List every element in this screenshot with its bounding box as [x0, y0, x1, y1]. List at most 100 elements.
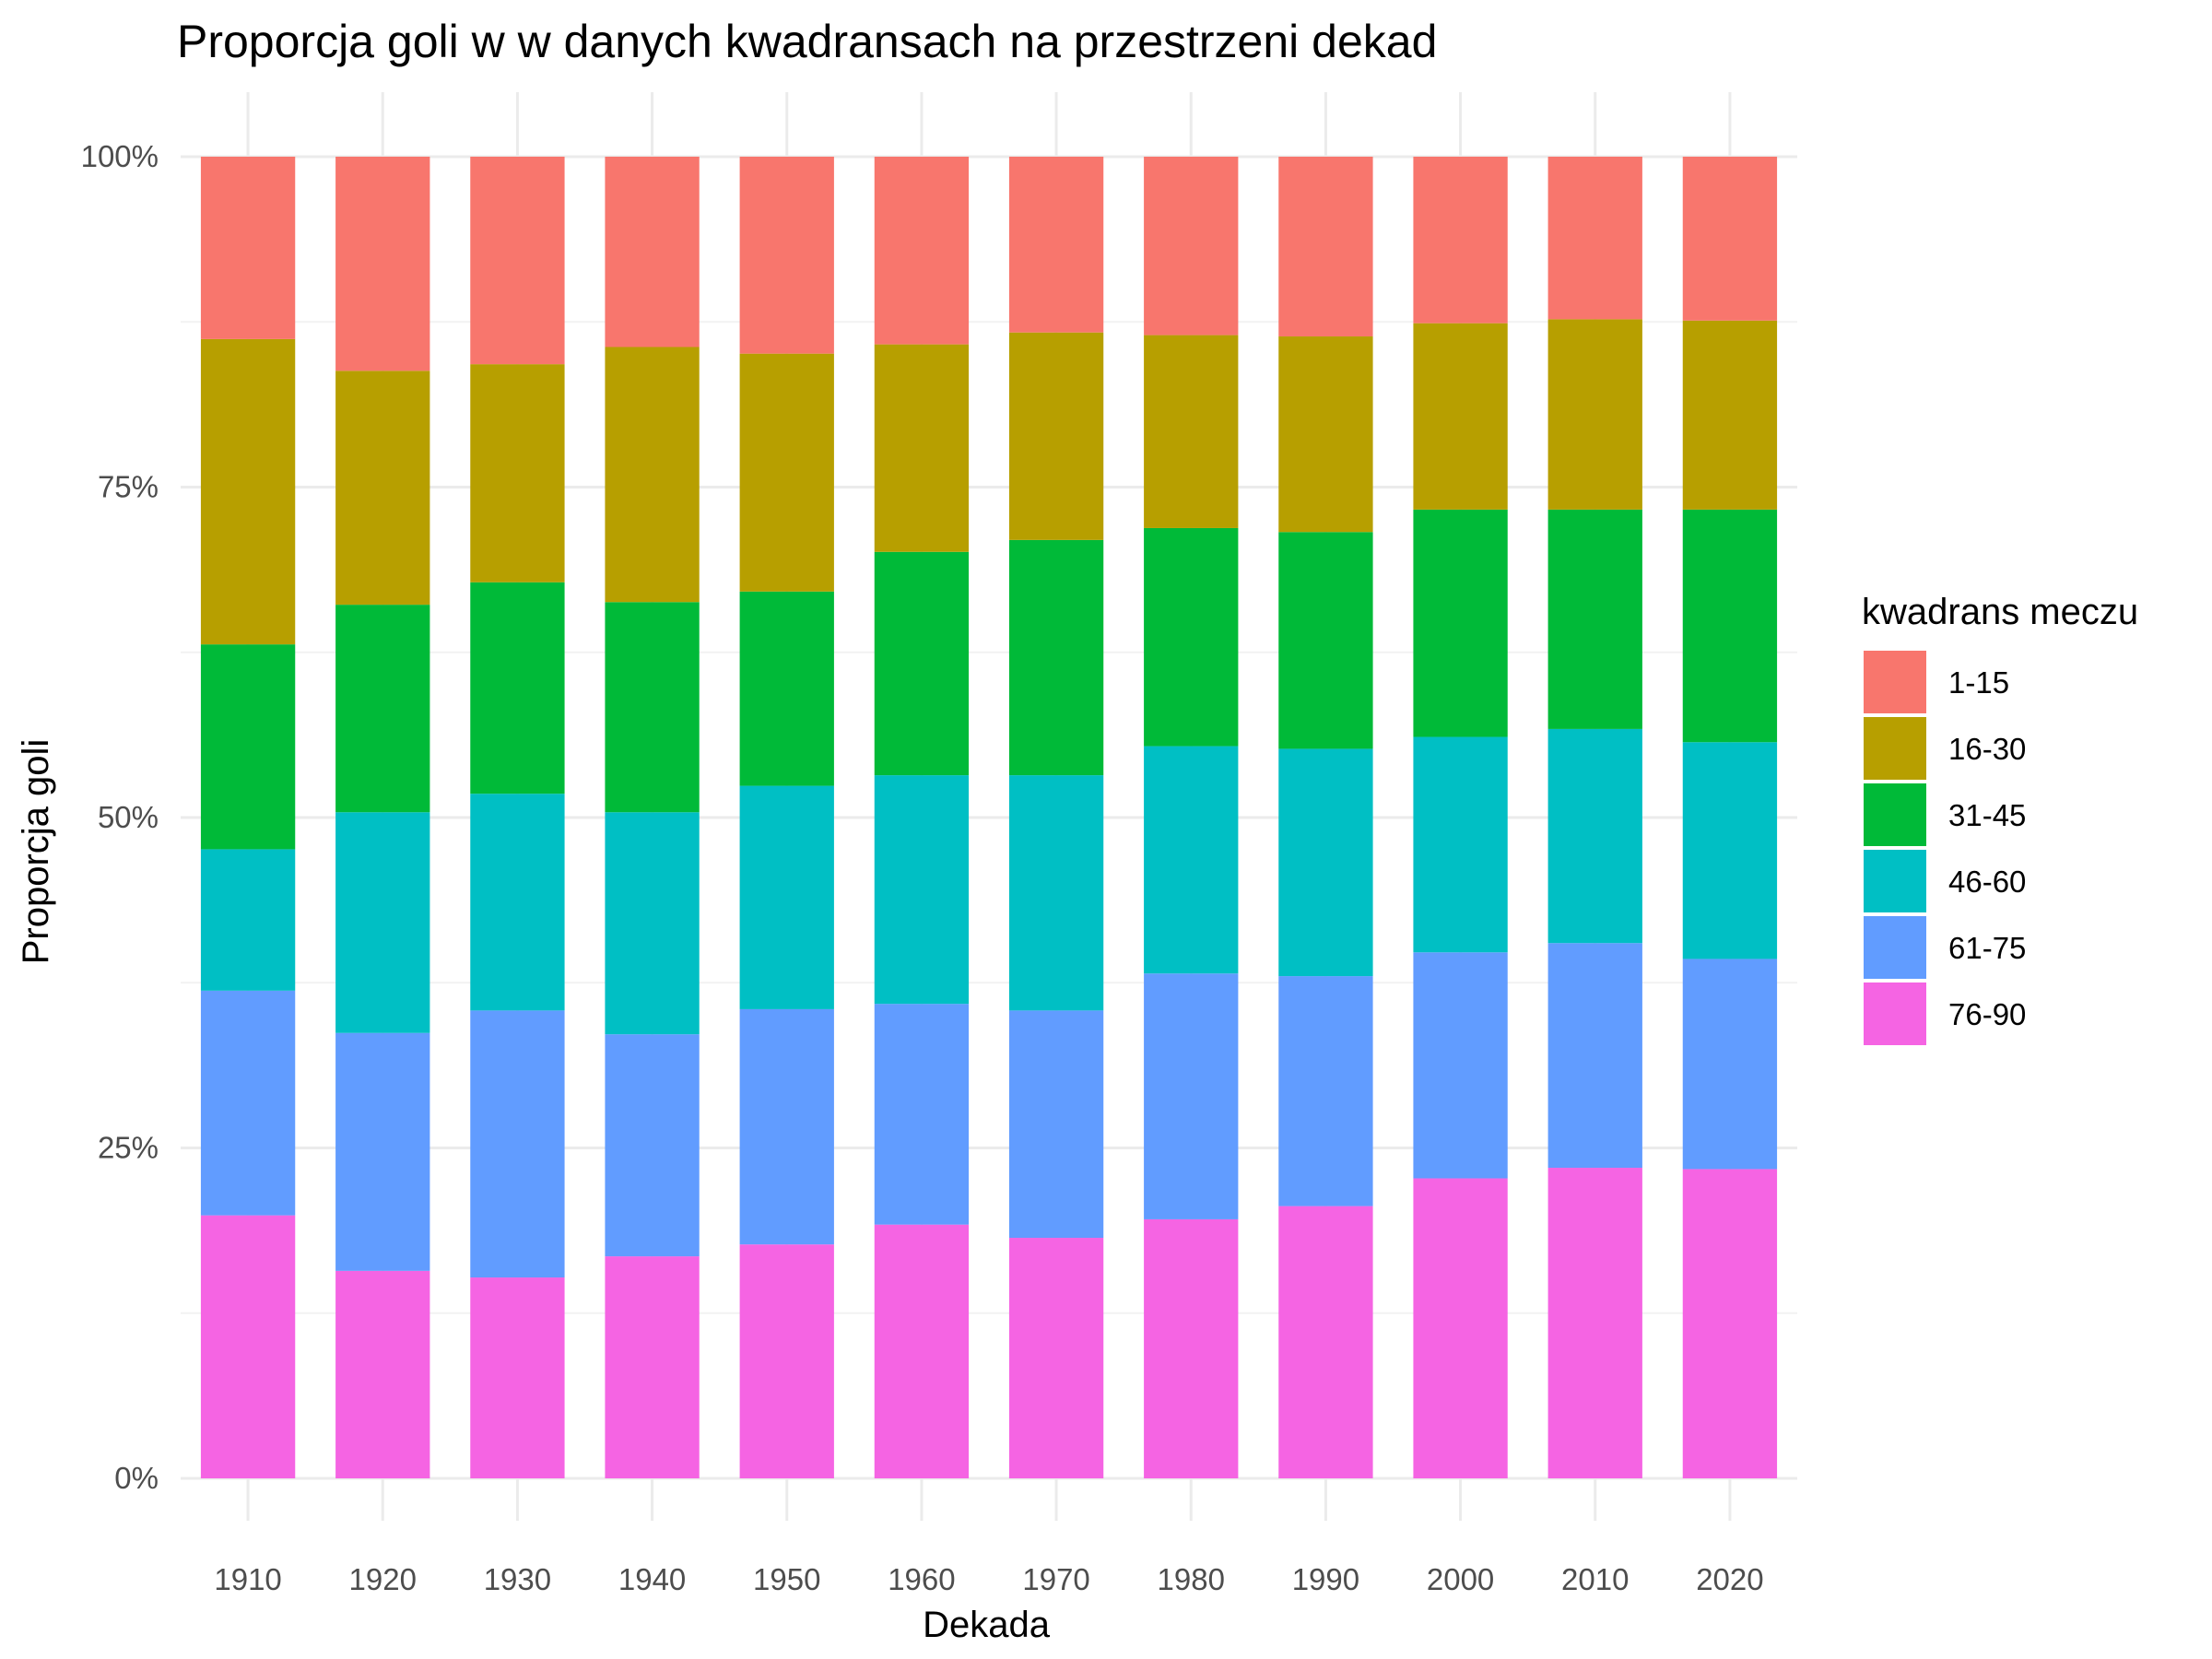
bar-segment-1990-61-75	[1278, 976, 1373, 1206]
bar-segment-1990-76-90	[1278, 1206, 1373, 1478]
bar-segment-1910-61-75	[200, 990, 296, 1216]
bar-segment-2000-16-30	[1413, 323, 1508, 510]
bar-segment-1920-16-30	[335, 371, 430, 606]
legend-key-61-75	[1864, 916, 1926, 979]
bar-segment-1920-31-45	[335, 605, 430, 813]
bar-segment-1970-61-75	[1008, 1010, 1104, 1239]
bar-segment-1910-1-15	[200, 157, 296, 339]
bar-segment-1980-31-45	[1144, 527, 1239, 747]
bar-segment-1930-1-15	[470, 157, 565, 365]
bar-segment-1910-46-60	[200, 849, 296, 991]
bar-segment-2000-31-45	[1413, 509, 1508, 737]
bar-segment-2000-76-90	[1413, 1178, 1508, 1478]
bar-segment-1940-61-75	[605, 1034, 700, 1257]
bar-segment-1970-16-30	[1008, 332, 1104, 540]
bar-segment-1930-76-90	[470, 1277, 565, 1478]
bar-segment-1930-16-30	[470, 364, 565, 582]
bar-segment-1970-46-60	[1008, 775, 1104, 1011]
x-tick-label: 2020	[1696, 1562, 1763, 1596]
bar-segment-1940-31-45	[605, 602, 700, 813]
bar-segment-1920-46-60	[335, 812, 430, 1033]
bar-segment-1990-1-15	[1278, 157, 1373, 337]
x-tick-label: 1960	[888, 1562, 955, 1596]
y-axis-title: Proporcja goli	[16, 739, 56, 965]
bar-segment-1980-1-15	[1144, 157, 1239, 335]
bar-segment-1920-1-15	[335, 157, 430, 371]
bar-segment-1980-61-75	[1144, 973, 1239, 1219]
bar-segment-1950-76-90	[739, 1244, 834, 1478]
bar-segment-1910-16-30	[200, 338, 296, 645]
legend-label-1-15: 1-15	[1948, 665, 2009, 700]
bar-segment-2010-31-45	[1547, 509, 1642, 729]
bar-segment-2010-1-15	[1547, 157, 1642, 320]
bars	[200, 157, 1778, 1478]
bar-segment-1910-31-45	[200, 644, 296, 850]
y-tick-label: 25%	[98, 1131, 159, 1165]
bar-segment-2010-76-90	[1547, 1168, 1642, 1478]
legend-label-61-75: 61-75	[1948, 931, 2026, 965]
bar-segment-1940-16-30	[605, 347, 700, 603]
y-tick-label: 100%	[81, 139, 159, 173]
legend-key-31-45	[1864, 783, 1926, 846]
bar-segment-1920-61-75	[335, 1032, 430, 1271]
bar-segment-1960-46-60	[874, 775, 970, 1005]
axes: 0% 25% 50% 75% 100% 1910 1920 1930 1940 1950 1960 1…	[81, 139, 1764, 1596]
bar-segment-1970-76-90	[1008, 1238, 1104, 1478]
legend-label-16-30: 16-30	[1948, 732, 2026, 766]
bar-segment-1930-61-75	[470, 1010, 565, 1278]
x-tick-label: 1940	[618, 1562, 686, 1596]
bar-segment-2020-16-30	[1682, 320, 1778, 510]
bar-segment-1950-1-15	[739, 157, 834, 354]
x-tick-label: 1930	[484, 1562, 551, 1596]
bar-segment-1930-46-60	[470, 794, 565, 1011]
bar-segment-1940-76-90	[605, 1256, 700, 1478]
legend-key-16-30	[1864, 717, 1926, 780]
bar-segment-2020-46-60	[1682, 742, 1778, 959]
bar-segment-1960-1-15	[874, 157, 970, 345]
bar-segment-1990-31-45	[1278, 532, 1373, 749]
bar-segment-2020-76-90	[1682, 1169, 1778, 1478]
bar-segment-1950-61-75	[739, 1008, 834, 1245]
bar-segment-2020-31-45	[1682, 509, 1778, 743]
bar-segment-2010-16-30	[1547, 319, 1642, 510]
bar-segment-1960-76-90	[874, 1224, 970, 1478]
legend-title: kwadrans meczu	[1862, 592, 2138, 632]
legend-items: 1-15 16-30 31-45 46-60 61-75 76-90	[1864, 651, 2026, 1045]
bar-segment-2000-46-60	[1413, 736, 1508, 953]
bar-segment-1980-76-90	[1144, 1218, 1239, 1478]
x-axis-title: Dekada	[923, 1605, 1051, 1645]
bar-segment-2020-61-75	[1682, 959, 1778, 1170]
bar-segment-1960-61-75	[874, 1004, 970, 1225]
bar-segment-1960-31-45	[874, 551, 970, 776]
x-tick-label: 2000	[1427, 1562, 1494, 1596]
bar-segment-2010-46-60	[1547, 728, 1642, 944]
bar-segment-1990-16-30	[1278, 336, 1373, 533]
x-tick-label: 1980	[1158, 1562, 1225, 1596]
bar-segment-1930-31-45	[470, 582, 565, 794]
bar-segment-2000-1-15	[1413, 157, 1508, 324]
y-tick-label: 0%	[114, 1461, 159, 1495]
bar-segment-1980-46-60	[1144, 746, 1239, 974]
x-tick-label: 1990	[1292, 1562, 1359, 1596]
x-tick-label: 1920	[349, 1562, 417, 1596]
legend-label-31-45: 31-45	[1948, 798, 2026, 832]
legend-key-46-60	[1864, 850, 1926, 912]
bar-segment-1960-16-30	[874, 344, 970, 552]
bar-segment-2000-61-75	[1413, 952, 1508, 1179]
bar-segment-1950-46-60	[739, 785, 834, 1009]
bar-segment-1950-31-45	[739, 591, 834, 786]
bar-segment-1990-46-60	[1278, 748, 1373, 977]
x-tick-label: 1910	[214, 1562, 281, 1596]
bar-segment-1970-1-15	[1008, 157, 1104, 333]
legend-label-46-60: 46-60	[1948, 865, 2026, 899]
legend-key-1-15	[1864, 651, 1926, 713]
bar-segment-2010-61-75	[1547, 943, 1642, 1169]
bar-segment-2020-1-15	[1682, 157, 1778, 321]
x-tick-label: 1950	[753, 1562, 820, 1596]
legend-key-76-90	[1864, 982, 1926, 1045]
y-tick-label: 50%	[98, 800, 159, 834]
x-tick-label: 1970	[1022, 1562, 1089, 1596]
legend: kwadrans meczu 1-15 16-30 31-45 46-60 61-75 7…	[1862, 592, 2138, 1045]
bar-segment-1970-31-45	[1008, 539, 1104, 776]
